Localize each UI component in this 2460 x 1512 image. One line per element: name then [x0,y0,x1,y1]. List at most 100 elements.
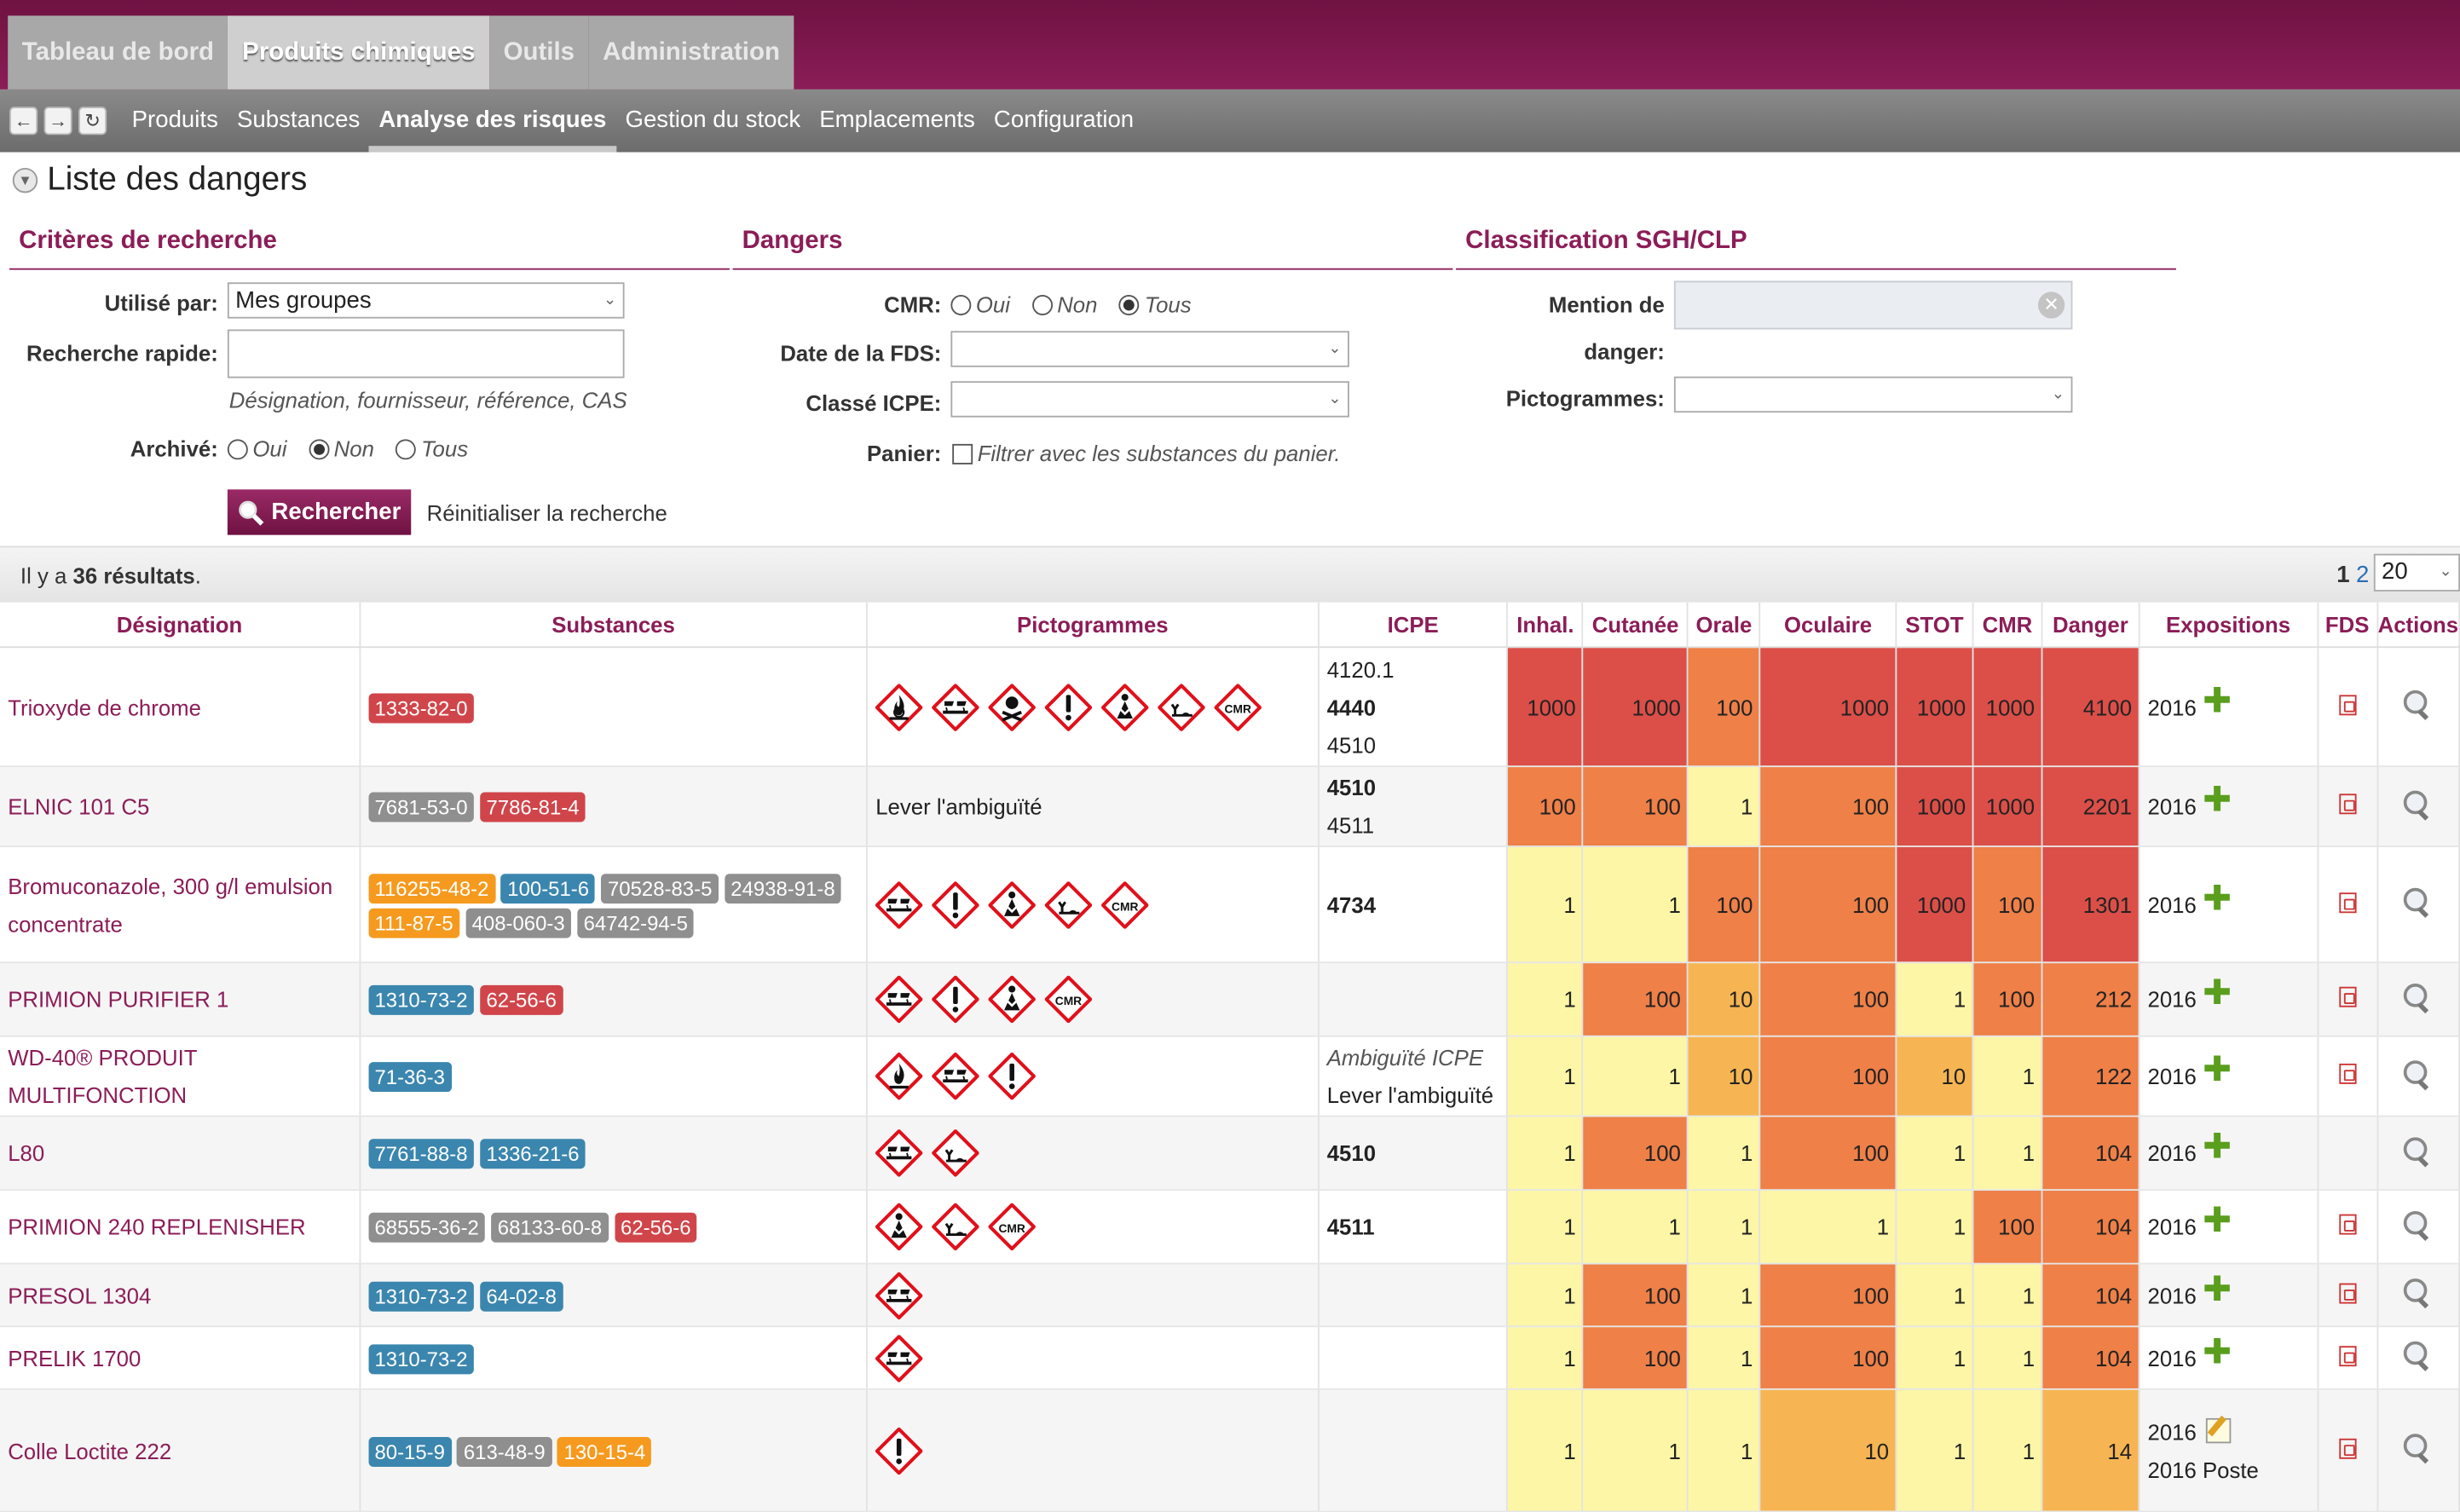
cas-badge[interactable]: 7681-53-0 [368,792,474,822]
table-row[interactable]: Colle Loctite 222 80-15-9 613-48-9 130-15… [0,1388,2460,1512]
cas-badge[interactable]: 613-48-9 [457,1436,551,1467]
col-header-inhal[interactable]: Inhal. [1507,602,1584,649]
cas-badge[interactable]: 1336-21-6 [480,1139,586,1169]
cas-badge[interactable]: 68555-36-2 [368,1212,486,1243]
basket-filter[interactable]: Filtrer avec les substances du panier. [952,441,1341,466]
view-magnifier-icon[interactable] [2402,1135,2434,1167]
subtab-substances[interactable]: Substances [236,107,361,134]
hazard-statement-input[interactable]: ✕ [1673,280,2073,330]
table-row[interactable]: Trioxyde de chrome 1333-82-0 CMR 4120.1 444… [0,647,2460,768]
designation-text[interactable]: L80 [8,1140,45,1166]
col-header-oculaire[interactable]: Oculaire [1759,602,1897,649]
refresh-icon[interactable]: ↻ [78,107,107,136]
add-exposition-plus-icon[interactable]: ✚ [2203,1126,2232,1166]
add-exposition-plus-icon[interactable]: ✚ [2203,779,2232,819]
designation-cell[interactable]: Trioxyde de chrome [0,647,361,768]
cas-badge[interactable]: 68133-60-8 [491,1212,609,1243]
table-row[interactable]: L80 7761-88-8 1336-21-6 4510 1 100 1 100 1 1 104… [0,1116,2460,1192]
exposition-year[interactable]: 2016 [2147,1214,2197,1240]
col-header-cmr[interactable]: CMR [1972,602,2043,649]
search-button[interactable]: Rechercher [227,489,411,535]
fds-date-select[interactable]: ⌄ [950,331,1349,367]
exposition-year[interactable]: 2016 [2147,1345,2197,1371]
table-row[interactable]: WD-40® PRODUIT MULTIFONCTION 71-36-3 Ambi… [0,1036,2460,1117]
cas-badge[interactable]: 70528-83-5 [601,873,719,903]
radio-button[interactable] [1031,294,1053,315]
designation-text[interactable]: WD-40® PRODUIT MULTIFONCTION [8,1044,198,1108]
cmr-option-oui[interactable]: Oui [950,291,1010,317]
add-exposition-plus-icon[interactable]: ✚ [2203,679,2232,719]
exposition-year[interactable]: 2016 [2147,694,2197,719]
pdf-icon[interactable] [2338,1282,2356,1303]
col-header-actions[interactable]: Actions [2376,602,2460,649]
add-exposition-plus-icon[interactable]: ✚ [2203,1049,2232,1089]
designation-cell[interactable]: PRIMION PURIFIER 1 [0,962,361,1037]
tab-tableau-de-bord[interactable]: Tableau de bord [8,15,228,89]
view-magnifier-icon[interactable] [2402,1340,2434,1371]
designation-text[interactable]: PRESOL 1304 [8,1282,152,1308]
table-row[interactable]: Bromuconazole, 300 g/l emulsion concentr… [0,846,2460,964]
cas-badge[interactable]: 111-87-5 [368,907,460,938]
col-header-substances[interactable]: Substances [359,602,868,649]
cas-badge[interactable]: 130-15-4 [557,1436,652,1467]
cas-badge[interactable]: 62-56-6 [480,984,563,1015]
clear-icon[interactable]: ✕ [2037,291,2065,319]
collapse-chevron-icon[interactable]: ▼ [12,167,38,193]
subtab-analyse-des-risques[interactable]: Analyse des risques [369,89,616,153]
col-header-orale[interactable]: Orale [1688,602,1761,649]
back-arrow-icon[interactable]: ← [9,107,38,136]
resolve-ambiguity-link[interactable]: Lever l'ambiguïté [1326,1082,1494,1108]
radio-button[interactable] [227,438,248,459]
add-exposition-plus-icon[interactable]: ✚ [2203,1330,2232,1371]
subtab-emplacements[interactable]: Emplacements [819,107,975,134]
cas-badge[interactable]: 7786-81-4 [480,792,586,822]
designation-text[interactable]: Bromuconazole, 300 g/l emulsion concentr… [8,873,333,936]
pictograms-select[interactable]: ⌄ [1673,376,2073,413]
col-header-icpe[interactable]: ICPE [1318,602,1509,649]
cas-badge[interactable]: 1310-73-2 [368,1280,474,1311]
designation-cell[interactable]: Bromuconazole, 300 g/l emulsion concentr… [0,846,361,964]
pdf-icon[interactable] [2338,892,2356,913]
cas-badge[interactable]: 408-060-3 [465,907,572,938]
radio-button[interactable] [396,438,417,459]
cas-badge[interactable]: 24938-91-8 [724,873,842,903]
view-magnifier-icon[interactable] [2402,1277,2434,1308]
radio-button-selected[interactable] [309,438,330,459]
pagination-page-2[interactable]: 2 [2355,561,2370,589]
view-magnifier-icon[interactable] [2402,788,2434,820]
cmr-option-tous[interactable]: Tous [1119,291,1192,317]
exposition-year[interactable]: 2016 [2147,892,2197,917]
designation-cell[interactable]: ELNIC 101 C5 [0,766,361,847]
archived-option-oui[interactable]: Oui [227,436,286,461]
designation-cell[interactable]: PRELIK 1700 [0,1326,361,1390]
page-size-select[interactable]: 20 ⌄ [2373,553,2460,592]
tab-administration[interactable]: Administration [588,15,794,89]
subtab-produits[interactable]: Produits [131,107,218,134]
cas-badge[interactable]: 1333-82-0 [368,692,474,723]
designation-text[interactable]: PRIMION PURIFIER 1 [8,986,229,1013]
cas-badge[interactable]: 71-36-3 [368,1062,452,1093]
pagination-page-1[interactable]: 1 [2336,561,2350,589]
archived-option-tous[interactable]: Tous [396,436,468,461]
table-row[interactable]: ELNIC 101 C5 7681-53-0 7786-81-4 Lever l'… [0,766,2460,847]
add-exposition-plus-icon[interactable]: ✚ [2203,1268,2232,1308]
view-magnifier-icon[interactable] [2402,981,2434,1013]
col-header-fds[interactable]: FDS [2317,602,2378,649]
designation-text[interactable]: Trioxyde de chrome [8,694,201,719]
exposition-year[interactable]: 2016 [2147,1140,2197,1166]
add-exposition-plus-icon[interactable]: ✚ [2203,877,2232,917]
add-exposition-plus-icon[interactable]: ✚ [2203,1200,2232,1240]
table-row[interactable]: PRIMION 240 REPLENISHER 68555-36-2 68133-… [0,1190,2460,1265]
tab-outils[interactable]: Outils [489,15,589,89]
designation-cell[interactable]: Colle Loctite 222 [0,1388,361,1512]
col-header-pictogrammes[interactable]: Pictogrammes [867,602,1320,649]
designation-cell[interactable]: PRESOL 1304 [0,1263,361,1328]
icpe-select[interactable]: ⌄ [950,381,1349,418]
radio-button[interactable] [950,294,972,315]
pdf-icon[interactable] [2338,1063,2356,1084]
cas-badge[interactable]: 116255-48-2 [368,873,495,903]
cas-badge[interactable]: 100-51-6 [500,873,596,903]
cas-badge[interactable]: 62-56-6 [614,1212,697,1243]
tab-produits-chimiques[interactable]: Produits chimiques [228,15,490,89]
pdf-icon[interactable] [2338,1214,2356,1235]
